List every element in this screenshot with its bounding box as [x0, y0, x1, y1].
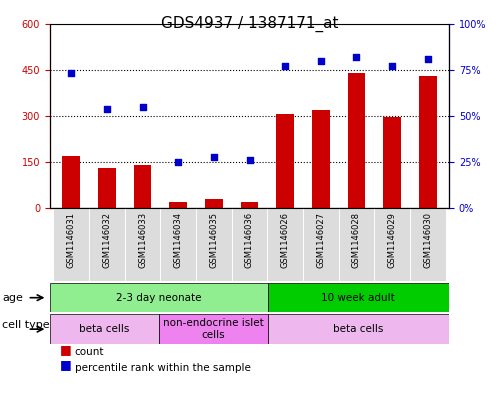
- Bar: [267, 283, 449, 312]
- Text: GDS4937 / 1387171_at: GDS4937 / 1387171_at: [161, 16, 338, 32]
- Bar: [98, 168, 116, 208]
- Point: [424, 55, 432, 62]
- Bar: [160, 208, 196, 281]
- Bar: [169, 202, 187, 208]
- Text: count: count: [75, 347, 104, 357]
- Point: [67, 70, 75, 77]
- Point: [210, 153, 218, 160]
- Text: GSM1146029: GSM1146029: [388, 212, 397, 268]
- Bar: [267, 208, 303, 281]
- Text: GSM1146027: GSM1146027: [316, 212, 325, 268]
- Bar: [50, 314, 159, 344]
- Text: beta cells: beta cells: [333, 324, 384, 334]
- Text: ■: ■: [60, 343, 72, 356]
- Bar: [205, 199, 223, 208]
- Text: GSM1146035: GSM1146035: [210, 212, 219, 268]
- Bar: [134, 165, 152, 208]
- Text: 2-3 day neonate: 2-3 day neonate: [116, 293, 202, 303]
- Bar: [89, 208, 125, 281]
- Bar: [196, 208, 232, 281]
- Text: cell type: cell type: [2, 320, 50, 330]
- Point: [352, 54, 360, 60]
- Text: beta cells: beta cells: [79, 324, 130, 334]
- Bar: [410, 208, 446, 281]
- Text: GSM1146030: GSM1146030: [423, 212, 432, 268]
- Text: ■: ■: [60, 358, 72, 371]
- Text: 10 week adult: 10 week adult: [321, 293, 395, 303]
- Text: GSM1146033: GSM1146033: [138, 212, 147, 268]
- Bar: [50, 283, 267, 312]
- Bar: [419, 76, 437, 208]
- Bar: [374, 208, 410, 281]
- Point: [174, 159, 182, 165]
- Bar: [241, 202, 258, 208]
- Point: [103, 105, 111, 112]
- Bar: [383, 118, 401, 208]
- Text: GSM1146026: GSM1146026: [280, 212, 289, 268]
- Text: GSM1146028: GSM1146028: [352, 212, 361, 268]
- Point: [317, 57, 325, 64]
- Point: [281, 63, 289, 69]
- Bar: [276, 114, 294, 208]
- Text: percentile rank within the sample: percentile rank within the sample: [75, 363, 250, 373]
- Text: GSM1146031: GSM1146031: [67, 212, 76, 268]
- Text: GSM1146034: GSM1146034: [174, 212, 183, 268]
- Bar: [303, 208, 339, 281]
- Text: GSM1146036: GSM1146036: [245, 212, 254, 268]
- Bar: [125, 208, 160, 281]
- Bar: [53, 208, 89, 281]
- Bar: [339, 208, 374, 281]
- Bar: [159, 314, 267, 344]
- Point: [246, 157, 253, 163]
- Text: age: age: [2, 293, 23, 303]
- Text: non-endocrine islet
cells: non-endocrine islet cells: [163, 318, 263, 340]
- Text: GSM1146032: GSM1146032: [102, 212, 111, 268]
- Bar: [312, 110, 330, 208]
- Point: [388, 63, 396, 69]
- Point: [139, 103, 147, 110]
- Bar: [267, 314, 449, 344]
- Bar: [232, 208, 267, 281]
- Bar: [62, 156, 80, 208]
- Bar: [347, 73, 365, 208]
